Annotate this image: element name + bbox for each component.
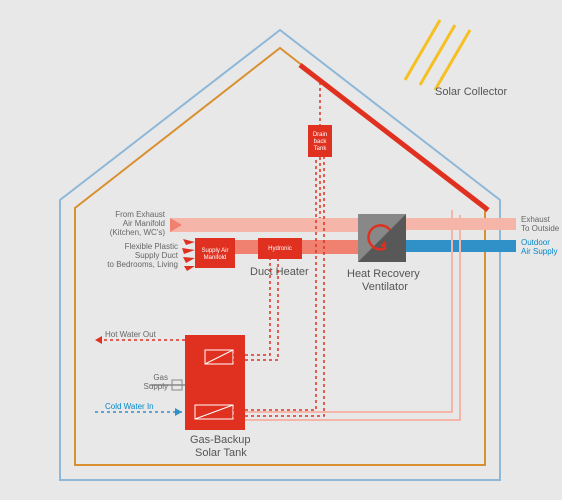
hydronic-label: Hydronic (268, 246, 292, 252)
tank-label-2: Solar Tank (195, 447, 247, 459)
duct-label-3: to Bedrooms, Living (107, 260, 178, 269)
outdoor-label-2: Air Supply (521, 247, 557, 256)
hot-water-out-label: Hot Water Out (105, 330, 157, 339)
outdoor-label-1: Outdoor (521, 238, 550, 247)
hvac-diagram: Solar Collector Drain back Tank From Exh… (0, 0, 562, 500)
exhaust-out-label-1: Exhaust (521, 215, 551, 224)
exhaust-out-label-2: To Outside (521, 224, 560, 233)
duct-heater-label: Duct Heater (250, 266, 309, 278)
tank-label-1: Gas-Backup (190, 434, 251, 446)
hrv-label-2: Ventilator (362, 281, 408, 293)
drain-back-tank-label-3: Tank (314, 146, 328, 152)
drain-back-tank-label-2: back (314, 139, 328, 145)
exhaust-air-duct (170, 218, 360, 232)
exhaust-label-1: From Exhaust (115, 210, 166, 219)
manifold-label-1: Supply Air (201, 248, 228, 254)
solar-collector-label: Solar Collector (435, 86, 507, 98)
hrv-label-1: Heat Recovery (347, 268, 420, 280)
manifold-label-2: Manifold (204, 255, 227, 261)
cold-water-in-label: Cold Water In (105, 402, 154, 411)
gas-label-1: Gas (153, 373, 168, 382)
drain-back-tank-label-1: Drain (313, 132, 327, 138)
duct-label-1: Flexible Plastic (125, 242, 178, 251)
duct-label-2: Supply Duct (135, 251, 179, 260)
exhaust-label-2: Air Manifold (123, 219, 165, 228)
gas-label-2: Supply (144, 382, 168, 391)
exhaust-label-3: (Kitchen, WC's) (110, 228, 166, 237)
